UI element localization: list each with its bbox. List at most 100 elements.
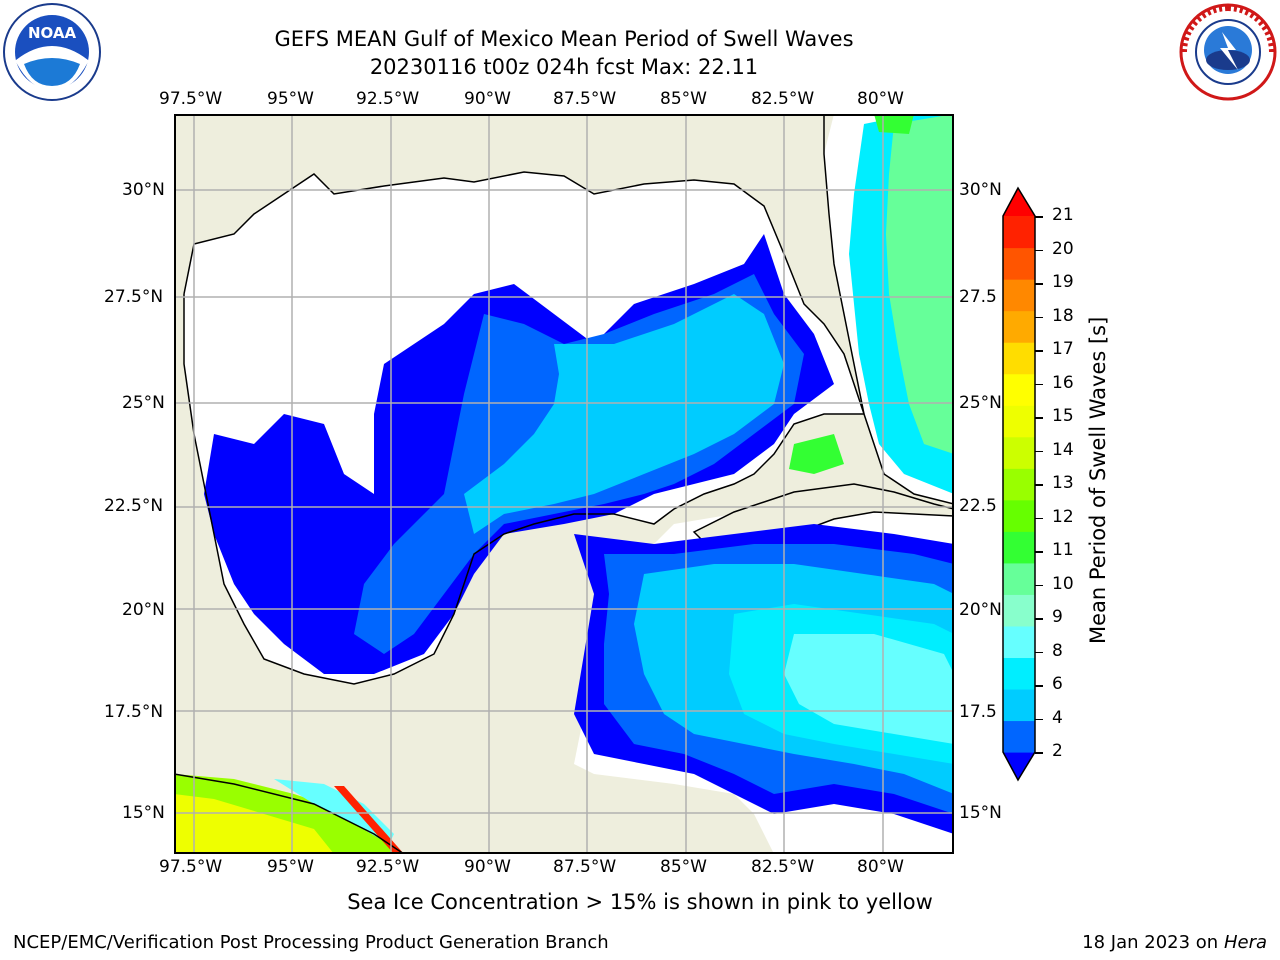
map-panel <box>174 114 954 854</box>
colorbar-tick-mark <box>1035 417 1043 419</box>
lat-label-left: 25°N <box>122 393 165 413</box>
colorbar-segment <box>1003 247 1035 280</box>
swell-field <box>174 114 954 854</box>
lon-label-top: 87.5°W <box>553 89 617 109</box>
lat-label-left: 22.5°N <box>104 496 164 516</box>
footer-credit: NCEP/EMC/Verification Post Processing Pr… <box>13 932 609 953</box>
colorbar-segment <box>1003 499 1035 532</box>
colorbar-tick-label: 6 <box>1052 674 1063 694</box>
colorbar-tick-label: 13 <box>1052 473 1074 493</box>
lat-label-right: 20°N <box>959 600 1002 620</box>
colorbar-tick-label: 12 <box>1052 506 1074 527</box>
colorbar-tick-mark <box>1035 752 1043 754</box>
footer-date-prefix: 18 Jan 2023 on <box>1082 932 1224 953</box>
colorbar-tick-mark <box>1035 450 1043 452</box>
lon-label-bottom: 87.5°W <box>553 857 617 877</box>
colorbar-tick-mark <box>1035 383 1043 385</box>
colorbar-tick-label: 15 <box>1052 406 1074 426</box>
lon-label-top: 97.5°W <box>159 89 223 109</box>
colorbar-tick-label: 2 <box>1052 741 1063 761</box>
colorbar-tick-mark <box>1035 283 1043 285</box>
lon-label-top: 90°W <box>464 89 511 109</box>
colorbar-tick-label: 11 <box>1052 540 1074 560</box>
lon-label-bottom: 82.5°W <box>751 857 815 877</box>
colorbar-tick-label: 21 <box>1052 205 1074 225</box>
colorbar-extend-max <box>1003 188 1035 216</box>
lon-label-bottom: 97.5°W <box>159 857 223 877</box>
colorbar-tick-label: 16 <box>1052 372 1074 393</box>
colorbar-tick-label: 14 <box>1052 439 1074 460</box>
colorbar <box>1002 186 1036 782</box>
nws-logo <box>1179 3 1277 101</box>
lat-label-left: 15°N <box>122 803 165 823</box>
lon-label-bottom: 80°W <box>857 857 904 877</box>
colorbar-segment <box>1003 279 1035 312</box>
footer-host: Hera <box>1223 932 1267 953</box>
colorbar-tick-label: 9 <box>1052 607 1063 627</box>
colorbar-tick-mark <box>1035 249 1043 251</box>
map-frame <box>174 114 954 854</box>
lat-label-left: 17.5°N <box>104 702 164 722</box>
colorbar-segment <box>1003 373 1035 406</box>
colorbar-segment <box>1003 562 1035 595</box>
coastlines <box>174 114 954 854</box>
chart-title: GEFS MEAN Gulf of Mexico Mean Period of … <box>274 27 854 51</box>
colorbar-tick-mark <box>1035 316 1043 318</box>
colorbar-tick-label: 10 <box>1052 573 1074 594</box>
colorbar-segment <box>1003 468 1035 501</box>
lat-label-right: 17.5 <box>959 702 997 722</box>
lat-label-left: 20°N <box>122 600 165 620</box>
lon-label-bottom: 85°W <box>660 857 707 877</box>
colorbar-tick-mark <box>1035 651 1043 653</box>
colorbar-tick-label: 19 <box>1052 272 1074 292</box>
colorbar-tick-mark <box>1035 685 1043 687</box>
colorbar-extend-min <box>1003 752 1035 780</box>
colorbar-tick-mark <box>1035 350 1043 352</box>
lon-label-top: 92.5°W <box>356 89 420 109</box>
colorbar-tick-label: 18 <box>1052 305 1074 326</box>
lat-label-left: 27.5°N <box>104 287 164 307</box>
chart-subtitle: 20230116 t00z 024h fcst Max: 22.11 <box>369 55 759 79</box>
colorbar-tick-mark <box>1035 618 1043 620</box>
noaa-logo: NOAA <box>3 3 101 101</box>
colorbar-tick-label: 4 <box>1052 707 1063 728</box>
lon-label-top: 80°W <box>857 89 904 109</box>
colorbar-segment <box>1003 310 1035 343</box>
lat-label-right: 25°N <box>959 393 1002 413</box>
colorbar-tick-mark <box>1035 484 1043 486</box>
graticule <box>174 114 954 854</box>
colorbar-segment <box>1003 405 1035 438</box>
colorbar-segment <box>1003 657 1035 690</box>
footer-date: 18 Jan 2023 on Hera <box>1082 932 1267 953</box>
colorbar-segment <box>1003 531 1035 564</box>
colorbar-segment <box>1003 625 1035 659</box>
lon-label-bottom: 95°W <box>267 857 314 877</box>
lon-label-top: 82.5°W <box>751 89 815 109</box>
colorbar-tick-label: 8 <box>1052 640 1063 661</box>
colorbar-segment <box>1003 720 1035 753</box>
colorbar-tick-mark <box>1035 718 1043 720</box>
colorbar-tick-mark <box>1035 517 1043 519</box>
colorbar-segment <box>1003 436 1035 469</box>
lat-label-right: 30°N <box>959 180 1002 200</box>
colorbar-tick-mark <box>1035 551 1043 553</box>
lat-label-right: 15°N <box>959 803 1002 823</box>
colorbar-label: Mean Period of Swell Waves [s] <box>1086 316 1110 644</box>
lat-label-right: 22.5 <box>959 496 997 516</box>
colorbar-tick-mark <box>1035 584 1043 586</box>
colorbar-segment <box>1003 216 1035 249</box>
colorbar-segment <box>1003 594 1035 627</box>
sea-ice-caption: Sea Ice Concentration > 15% is shown in … <box>347 890 933 914</box>
lat-label-left: 30°N <box>122 180 165 200</box>
lon-label-bottom: 92.5°W <box>356 857 420 877</box>
lon-label-top: 85°W <box>660 89 707 109</box>
lon-label-top: 95°W <box>267 89 314 109</box>
colorbar-tick-mark <box>1035 216 1043 218</box>
colorbar-tick-label: 20 <box>1052 238 1074 259</box>
colorbar-tick-label: 17 <box>1052 339 1074 359</box>
lon-label-bottom: 90°W <box>464 857 511 877</box>
lat-label-right: 27.5 <box>959 287 997 307</box>
svg-text:NOAA: NOAA <box>28 24 77 42</box>
colorbar-segment <box>1003 688 1035 722</box>
colorbar-segment <box>1003 342 1035 375</box>
